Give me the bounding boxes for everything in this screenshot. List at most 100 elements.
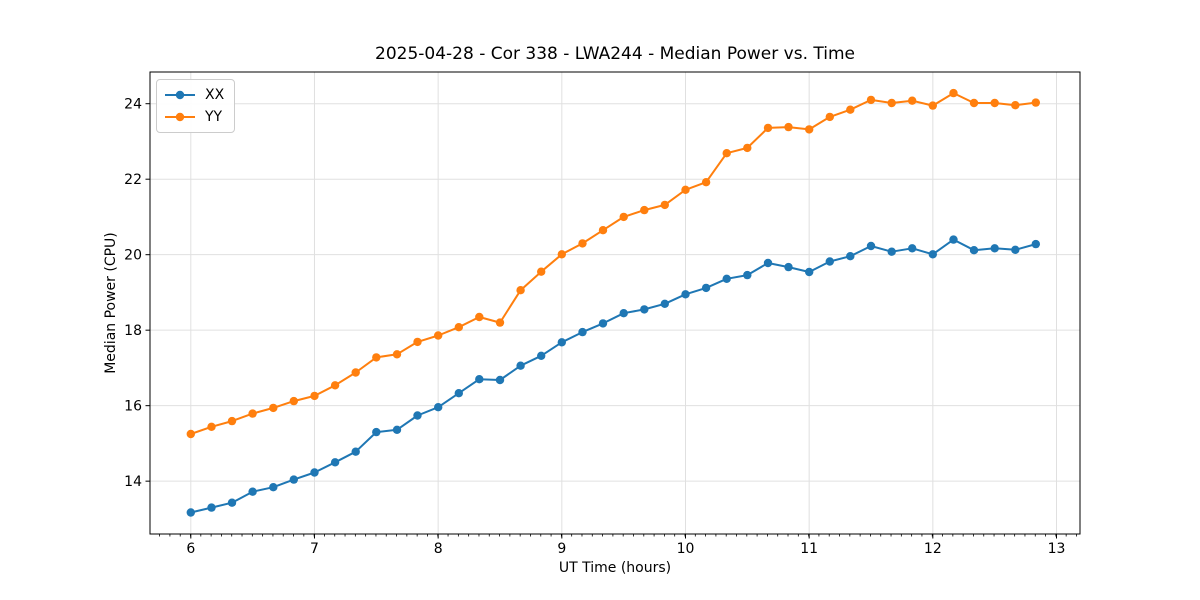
x-tick-label: 7 (310, 541, 319, 557)
data-point-xx (846, 252, 855, 261)
legend-line-sample-xx (165, 90, 195, 100)
data-point-yy (619, 212, 628, 222)
data-point-xx (372, 427, 381, 437)
data-point-yy (227, 416, 237, 426)
data-point-xx (805, 267, 814, 277)
data-point-xx (454, 389, 463, 398)
axes-spines (149, 71, 1081, 535)
data-point-yy (949, 88, 958, 98)
data-point-xx (928, 250, 937, 259)
data-point-xx (825, 257, 834, 266)
data-point-yy (846, 105, 855, 114)
legend-item-yy: YY (164, 106, 224, 128)
data-point-xx (537, 351, 546, 360)
data-point-xx (866, 241, 876, 251)
y-tick-label: 16 (124, 399, 142, 415)
data-point-yy (640, 205, 649, 215)
y-axis-label: Median Power (CPU) (103, 232, 119, 374)
data-point-xx (310, 468, 319, 477)
data-point-yy (763, 123, 773, 133)
data-point-yy (372, 353, 381, 362)
data-point-yy (186, 429, 195, 439)
data-point-xx (475, 375, 484, 384)
data-point-xx (990, 244, 999, 253)
data-point-xx (186, 508, 195, 517)
data-point-yy (495, 318, 505, 327)
data-point-yy (330, 381, 340, 390)
data-point-yy (578, 239, 587, 248)
y-tick-label: 22 (124, 172, 142, 188)
legend-item-xx: XX (164, 84, 224, 106)
data-point-yy (516, 286, 525, 295)
data-point-yy (825, 112, 834, 122)
data-point-xx (722, 274, 731, 283)
x-tick-label: 13 (1048, 541, 1066, 557)
y-tick-label: 14 (124, 474, 142, 490)
data-point-xx (1031, 239, 1041, 249)
data-point-xx (227, 498, 237, 507)
data-point-yy (887, 98, 896, 108)
data-point-yy (805, 125, 814, 134)
data-point-xx (269, 483, 278, 492)
data-point-yy (743, 143, 752, 153)
data-point-yy (207, 422, 216, 431)
data-point-xx (619, 309, 628, 318)
data-point-yy (310, 391, 319, 401)
data-point-xx (784, 262, 793, 272)
x-tick-label: 10 (677, 541, 695, 557)
data-point-yy (928, 101, 937, 110)
data-point-xx (763, 258, 773, 268)
data-point-xx (557, 338, 566, 347)
data-point-yy (351, 368, 360, 377)
data-point-yy (969, 98, 979, 108)
data-point-yy (1011, 101, 1020, 110)
legend: XX YY (156, 79, 236, 133)
x-tick-label: 8 (434, 541, 443, 557)
data-point-yy (701, 178, 711, 187)
data-point-xx (949, 235, 958, 244)
x-tick-label: 9 (557, 541, 566, 557)
series-line-yy (189, 92, 1037, 435)
data-point-yy (784, 122, 793, 132)
data-point-xx (516, 361, 525, 370)
data-point-xx (434, 403, 443, 412)
data-point-yy (413, 337, 422, 347)
y-tick-label: 20 (124, 248, 142, 264)
data-point-yy (990, 98, 999, 108)
x-tick-label: 12 (924, 541, 942, 557)
data-point-yy (475, 312, 484, 322)
x-tick-label: 6 (186, 541, 195, 557)
data-point-yy (1031, 98, 1041, 107)
legend-line-sample-yy (165, 112, 195, 122)
y-tick-label: 24 (124, 97, 142, 113)
data-point-yy (908, 96, 917, 105)
data-point-yy (681, 185, 690, 194)
data-point-xx (660, 299, 669, 308)
x-axis-label: UT Time (hours) (558, 560, 672, 576)
data-point-yy (722, 149, 731, 158)
data-point-xx (578, 327, 587, 337)
data-point-xx (743, 270, 752, 280)
data-point-xx (330, 458, 340, 467)
data-point-xx (887, 247, 896, 256)
data-point-yy (269, 403, 278, 413)
data-point-yy (454, 323, 463, 332)
data-point-yy (434, 331, 443, 340)
data-point-xx (495, 375, 505, 385)
chart-title: 2025-04-28 - Cor 338 - LWA244 - Median P… (375, 44, 855, 64)
data-point-xx (908, 244, 917, 253)
data-point-yy (598, 226, 608, 235)
legend-label-yy: YY (205, 109, 223, 125)
data-point-xx (598, 319, 608, 328)
x-tick-label: 11 (800, 541, 818, 557)
data-point-yy (248, 409, 257, 418)
data-point-xx (207, 503, 216, 512)
data-point-yy (866, 95, 876, 105)
y-tick-label: 18 (124, 323, 142, 339)
data-point-xx (701, 283, 711, 293)
legend-label-xx: XX (205, 87, 225, 103)
data-point-yy (537, 267, 546, 276)
data-point-yy (557, 250, 566, 259)
